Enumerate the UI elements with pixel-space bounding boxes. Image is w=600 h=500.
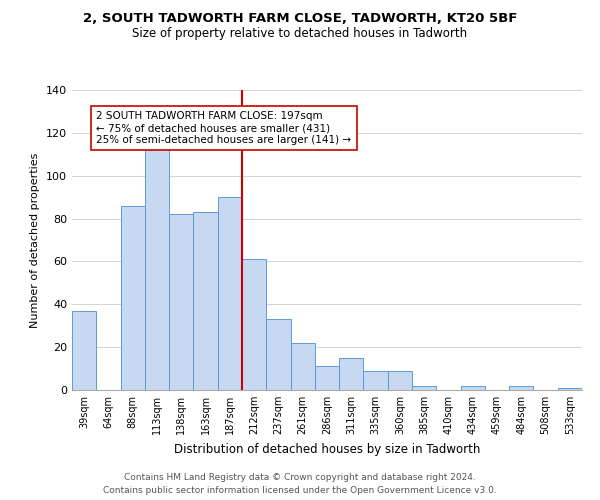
Text: 2, SOUTH TADWORTH FARM CLOSE, TADWORTH, KT20 5BF: 2, SOUTH TADWORTH FARM CLOSE, TADWORTH, … bbox=[83, 12, 517, 26]
Bar bbox=[315, 366, 339, 390]
Bar bbox=[461, 386, 485, 390]
Bar bbox=[218, 197, 242, 390]
Bar bbox=[242, 260, 266, 390]
Bar bbox=[558, 388, 582, 390]
Bar bbox=[193, 212, 218, 390]
Bar bbox=[145, 137, 169, 390]
Bar bbox=[266, 320, 290, 390]
Bar bbox=[121, 206, 145, 390]
Text: 2 SOUTH TADWORTH FARM CLOSE: 197sqm
← 75% of detached houses are smaller (431)
2: 2 SOUTH TADWORTH FARM CLOSE: 197sqm ← 75… bbox=[96, 112, 352, 144]
Bar bbox=[412, 386, 436, 390]
Bar bbox=[72, 310, 96, 390]
Text: Contains HM Land Registry data © Crown copyright and database right 2024.: Contains HM Land Registry data © Crown c… bbox=[124, 474, 476, 482]
Bar bbox=[388, 370, 412, 390]
Text: Size of property relative to detached houses in Tadworth: Size of property relative to detached ho… bbox=[133, 28, 467, 40]
Bar bbox=[339, 358, 364, 390]
Bar bbox=[290, 343, 315, 390]
X-axis label: Distribution of detached houses by size in Tadworth: Distribution of detached houses by size … bbox=[174, 442, 480, 456]
Text: Contains public sector information licensed under the Open Government Licence v3: Contains public sector information licen… bbox=[103, 486, 497, 495]
Y-axis label: Number of detached properties: Number of detached properties bbox=[31, 152, 40, 328]
Bar bbox=[169, 214, 193, 390]
Bar bbox=[364, 370, 388, 390]
Bar bbox=[509, 386, 533, 390]
